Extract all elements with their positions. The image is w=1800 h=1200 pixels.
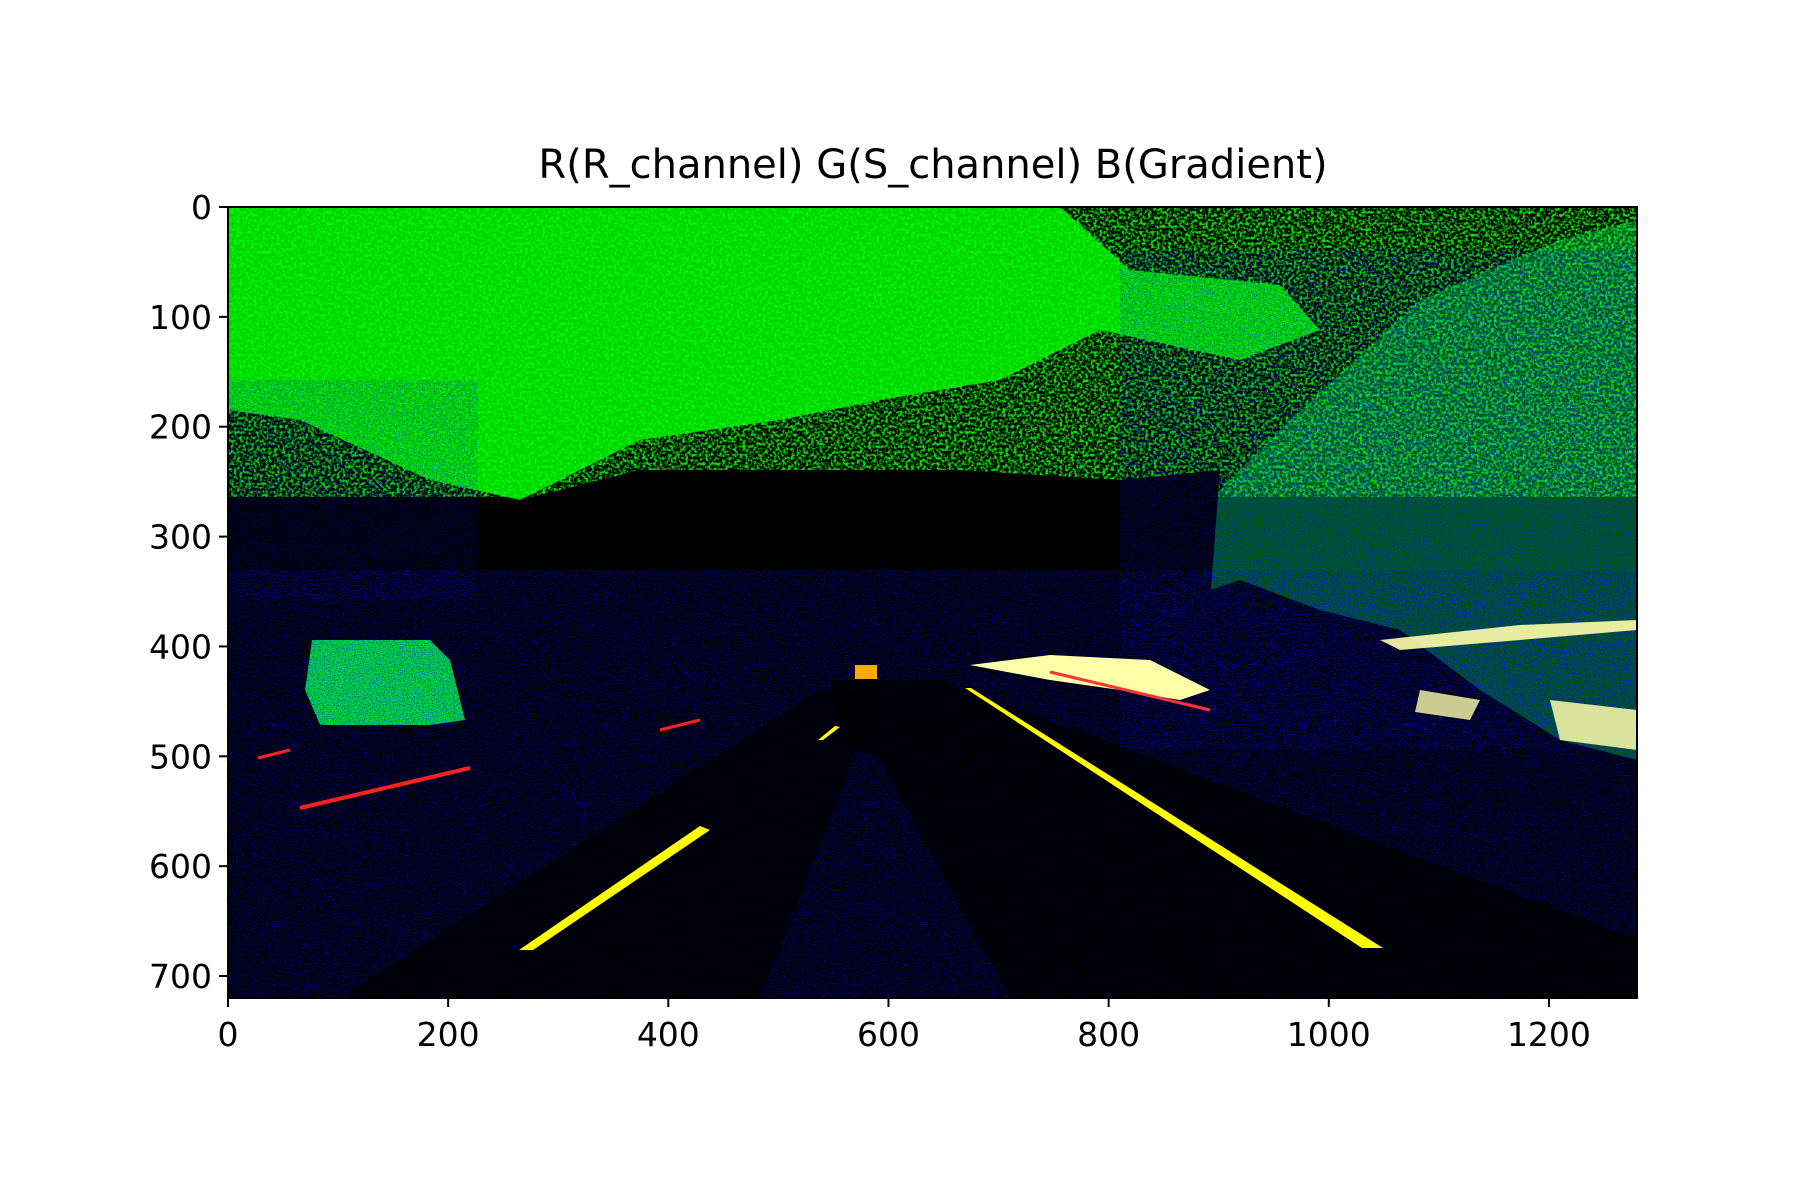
y-tick-label: 0 [191,188,212,227]
y-tick-label: 200 [149,408,212,447]
r-channel-lines [257,670,1211,810]
chart-title: R(R_channel) G(S_channel) B(Gradient) [538,142,1327,188]
x-tick-label: 1200 [1507,1015,1591,1054]
x-tick-label: 1000 [1287,1015,1371,1054]
lane-lines [519,665,1383,950]
y-tick-label: 300 [149,518,212,557]
left-lane-line [519,826,710,950]
x-tick-label: 600 [857,1015,920,1054]
y-tick-label: 400 [149,627,212,666]
combined-highlights [970,620,1637,750]
x-tick-label: 0 [218,1015,239,1054]
x-tick-label: 400 [637,1015,700,1054]
y-tick-label: 600 [149,847,212,886]
axes-frame [227,206,1638,999]
y-tick-label: 500 [149,737,212,776]
left-lane-dash [818,726,840,740]
plot-image [228,207,1637,998]
y-tick-label: 700 [149,957,212,996]
x-tick-label: 800 [1077,1015,1140,1054]
y-tick-label: 100 [149,298,212,337]
right-lane-line [965,688,1383,948]
x-tick-label: 200 [417,1015,480,1054]
axes: 0 200 400 600 800 1000 1200 0 100 200 300 400 500 600… [149,188,1638,1054]
